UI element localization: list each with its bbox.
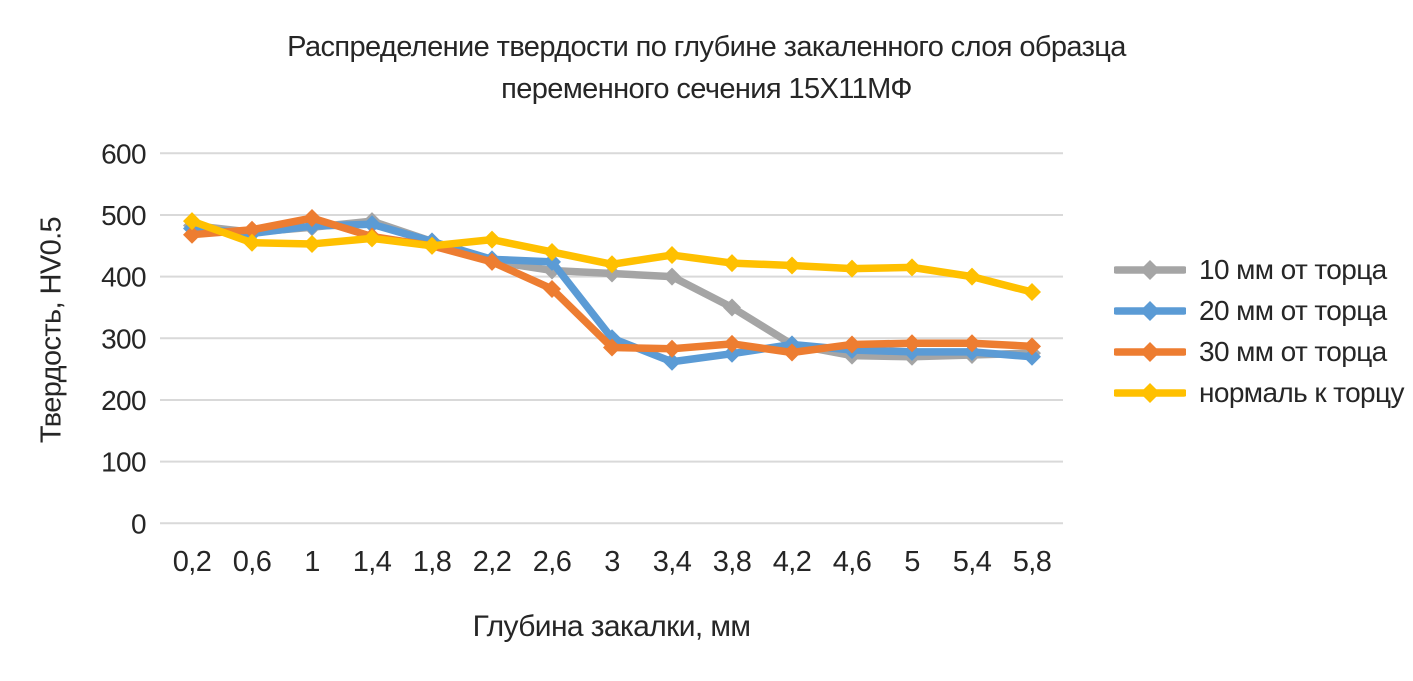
x-tick-label: 3 <box>604 546 620 578</box>
data-point-marker <box>243 233 261 252</box>
y-tick-label: 0 <box>131 508 146 539</box>
data-point-marker <box>183 212 201 231</box>
data-point-marker <box>723 334 741 353</box>
data-point-marker <box>723 254 741 273</box>
data-point-marker <box>483 230 501 249</box>
data-point-marker <box>723 298 741 317</box>
x-tick-label: 5,4 <box>953 546 992 578</box>
data-point-marker <box>303 209 321 228</box>
data-point-marker <box>183 225 201 244</box>
data-point-marker <box>483 252 501 271</box>
legend-swatch-icon <box>1114 342 1186 362</box>
data-point-marker <box>543 252 561 271</box>
legend-swatch-icon <box>1114 383 1186 403</box>
legend-item: 20 мм от торца <box>1114 295 1404 326</box>
data-point-marker <box>243 220 261 239</box>
legend-swatch-icon <box>1114 301 1186 321</box>
x-tick-label: 3,8 <box>713 546 752 578</box>
x-tick-label: 2,6 <box>533 546 572 578</box>
data-point-marker <box>603 255 621 274</box>
x-tick-label: 1,4 <box>353 546 392 578</box>
data-point-marker <box>303 234 321 253</box>
legend-label: 10 мм от торца <box>1199 254 1387 285</box>
y-tick-label: 300 <box>101 323 146 354</box>
x-tick-label: 1,8 <box>413 546 452 578</box>
data-point-marker <box>363 229 381 248</box>
data-point-marker <box>663 352 681 371</box>
x-tick-label: 3,4 <box>653 546 692 578</box>
legend-label: нормаль к торцу <box>1199 377 1404 408</box>
data-point-marker <box>423 236 441 255</box>
data-point-marker <box>903 258 921 277</box>
legend-marker <box>1140 301 1160 321</box>
x-tick-label: 1 <box>304 546 320 578</box>
data-point-marker <box>1023 347 1041 366</box>
x-tick-label: 4,2 <box>773 546 812 578</box>
legend-item: 30 мм от торца <box>1114 336 1404 367</box>
legend-item: 10 мм от торца <box>1114 254 1404 285</box>
legend-label: 20 мм от торца <box>1199 295 1387 326</box>
legend-marker <box>1140 260 1160 280</box>
legend-label: 30 мм от торца <box>1199 336 1387 367</box>
data-point-marker <box>963 334 981 353</box>
data-point-marker <box>1023 283 1041 302</box>
data-point-marker <box>663 267 681 286</box>
data-point-marker <box>843 335 861 354</box>
legend-swatch-icon <box>1114 260 1186 280</box>
data-point-marker <box>363 215 381 234</box>
data-point-marker <box>663 339 681 358</box>
data-point-marker <box>783 256 801 275</box>
data-point-marker <box>783 343 801 362</box>
x-tick-label: 4,6 <box>833 546 872 578</box>
data-point-marker <box>663 246 681 265</box>
legend-marker <box>1140 342 1160 362</box>
y-tick-label: 400 <box>101 262 146 293</box>
data-point-marker <box>543 279 561 298</box>
legend: 10 мм от торца 20 мм от торца 30 мм от тор… <box>1114 254 1404 408</box>
data-point-marker <box>903 334 921 353</box>
chart-title: Распределение твердости по глубине закал… <box>287 31 1126 106</box>
y-tick-label: 100 <box>101 447 146 478</box>
data-point-marker <box>603 338 621 357</box>
x-tick-label: 0,6 <box>233 546 272 578</box>
legend-marker <box>1140 383 1160 403</box>
y-tick-label: 500 <box>101 200 146 231</box>
legend-item: нормаль к торцу <box>1114 377 1404 408</box>
y-tick-label: 200 <box>101 385 146 416</box>
data-point-marker <box>603 264 621 283</box>
data-point-marker <box>963 267 981 286</box>
data-point-marker <box>1023 337 1041 356</box>
y-tick-label: 600 <box>101 138 146 169</box>
data-point-marker <box>843 259 861 278</box>
x-tick-label: 5,8 <box>1013 546 1052 578</box>
x-tick-label: 2,2 <box>473 546 512 578</box>
x-axis-title: Глубина закалки, мм <box>472 610 751 643</box>
x-tick-label: 0,2 <box>173 546 212 578</box>
data-point-marker <box>723 344 741 363</box>
x-tick-label: 5 <box>904 546 920 578</box>
data-point-marker <box>543 242 561 261</box>
